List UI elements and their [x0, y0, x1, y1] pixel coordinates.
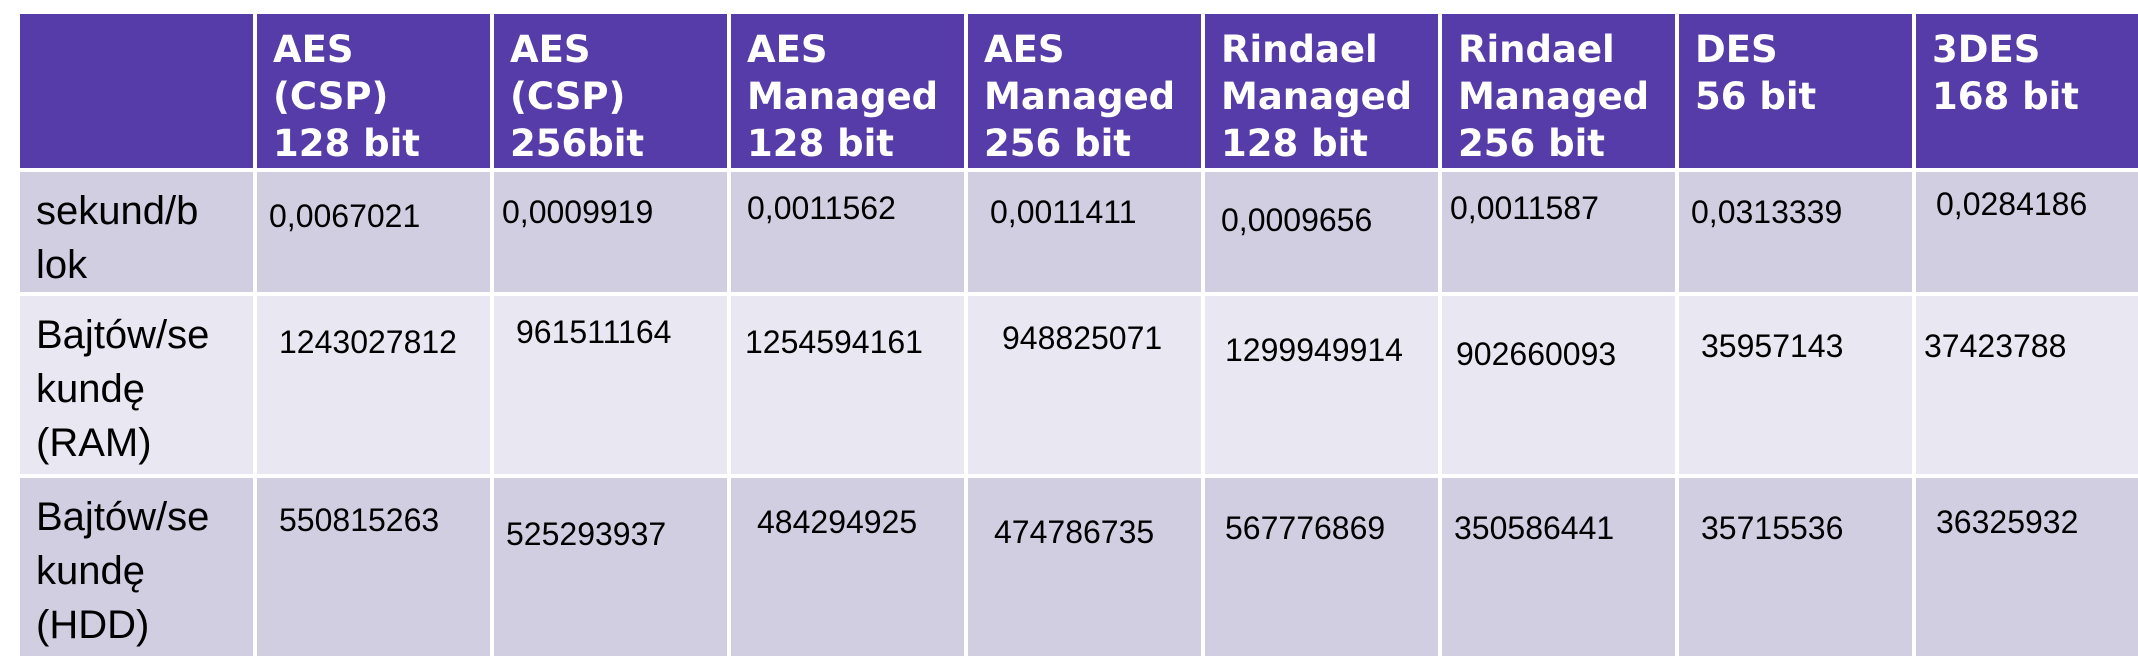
table-cell: 484294925 — [731, 478, 964, 656]
table-cell: 0,0011562 — [731, 172, 964, 292]
header-cell-empty — [20, 14, 253, 168]
table-cell: 0,0284186 — [1916, 172, 2138, 292]
cell-value: 0,0009919 — [502, 194, 654, 230]
cell-value: 0,0009656 — [1221, 202, 1373, 238]
table-cell: 36325932 — [1916, 478, 2138, 656]
row-label: sekund/b lok — [20, 172, 253, 292]
cell-value: 0,0011587 — [1450, 190, 1599, 226]
cell-value: 36325932 — [1936, 504, 2079, 540]
table-cell: 525293937 — [494, 478, 727, 656]
cell-value: 0,0313339 — [1691, 194, 1843, 230]
table-cell: 350586441 — [1442, 478, 1675, 656]
header-cell-aes-csp-256: AES (CSP) 256bit — [494, 14, 727, 168]
table-cell: 0,0011587 — [1442, 172, 1675, 292]
table-row-seconds-per-block: sekund/b lok 0,0067021 0,0009919 0,00115… — [20, 172, 2138, 292]
cell-value: 0,0284186 — [1936, 186, 2088, 222]
cell-value: 525293937 — [506, 516, 667, 552]
cell-value: 1254594161 — [745, 324, 923, 360]
table-cell: 474786735 — [968, 478, 1201, 656]
table-cell: 550815263 — [257, 478, 490, 656]
cell-value: 35957143 — [1701, 328, 1844, 364]
table-row-bytes-per-second-ram: Bajtów/se kundę (RAM) 1243027812 9615111… — [20, 296, 2138, 474]
row-label: Bajtów/se kundę (RAM) — [20, 296, 253, 474]
cell-value: 350586441 — [1454, 510, 1615, 546]
cell-value: 35715536 — [1701, 510, 1844, 546]
cell-value: 1299949914 — [1225, 332, 1403, 368]
table-cell: 948825071 — [968, 296, 1201, 474]
table-cell: 0,0009656 — [1205, 172, 1438, 292]
header-cell-aes-managed-256: AES Managed 256 bit — [968, 14, 1201, 168]
cell-value: 0,0011411 — [990, 194, 1137, 230]
header-cell-3des-168: 3DES 168 bit — [1916, 14, 2138, 168]
header-cell-des-56: DES 56 bit — [1679, 14, 1912, 168]
table-cell: 567776869 — [1205, 478, 1438, 656]
cell-value: 961511164 — [516, 314, 672, 350]
table-cell: 0,0009919 — [494, 172, 727, 292]
table-cell: 37423788 — [1916, 296, 2138, 474]
header-cell-aes-managed-128: AES Managed 128 bit — [731, 14, 964, 168]
table-cell: 0,0313339 — [1679, 172, 1912, 292]
cell-value: 484294925 — [757, 504, 918, 540]
header-cell-rindael-managed-128: Rindael Managed 128 bit — [1205, 14, 1438, 168]
table-cell: 902660093 — [1442, 296, 1675, 474]
header-cell-rindael-managed-256: Rindael Managed 256 bit — [1442, 14, 1675, 168]
table-cell: 0,0011411 — [968, 172, 1201, 292]
comparison-table-container: AES (CSP) 128 bit AES (CSP) 256bit AES M… — [20, 14, 2138, 656]
cell-value: 0,0067021 — [269, 198, 421, 234]
row-label: Bajtów/se kundę (HDD) — [20, 478, 253, 656]
header-row: AES (CSP) 128 bit AES (CSP) 256bit AES M… — [20, 14, 2138, 168]
table-cell: 35715536 — [1679, 478, 1912, 656]
table-cell: 0,0067021 — [257, 172, 490, 292]
cell-value: 1243027812 — [279, 324, 457, 360]
cell-value: 902660093 — [1456, 336, 1617, 372]
cell-value: 474786735 — [994, 514, 1155, 550]
table-cell: 961511164 — [494, 296, 727, 474]
table-cell: 1299949914 — [1205, 296, 1438, 474]
cell-value: 948825071 — [1002, 320, 1163, 356]
header-cell-aes-csp-128: AES (CSP) 128 bit — [257, 14, 490, 168]
table-row-bytes-per-second-hdd: Bajtów/se kundę (HDD) 550815263 52529393… — [20, 478, 2138, 656]
cell-value: 37423788 — [1924, 328, 2067, 364]
cell-value: 567776869 — [1225, 510, 1386, 546]
table-cell: 35957143 — [1679, 296, 1912, 474]
table-cell: 1254594161 — [731, 296, 964, 474]
encryption-performance-table: AES (CSP) 128 bit AES (CSP) 256bit AES M… — [16, 10, 2138, 660]
table-cell: 1243027812 — [257, 296, 490, 474]
cell-value: 0,0011562 — [747, 190, 896, 226]
cell-value: 550815263 — [279, 502, 440, 538]
